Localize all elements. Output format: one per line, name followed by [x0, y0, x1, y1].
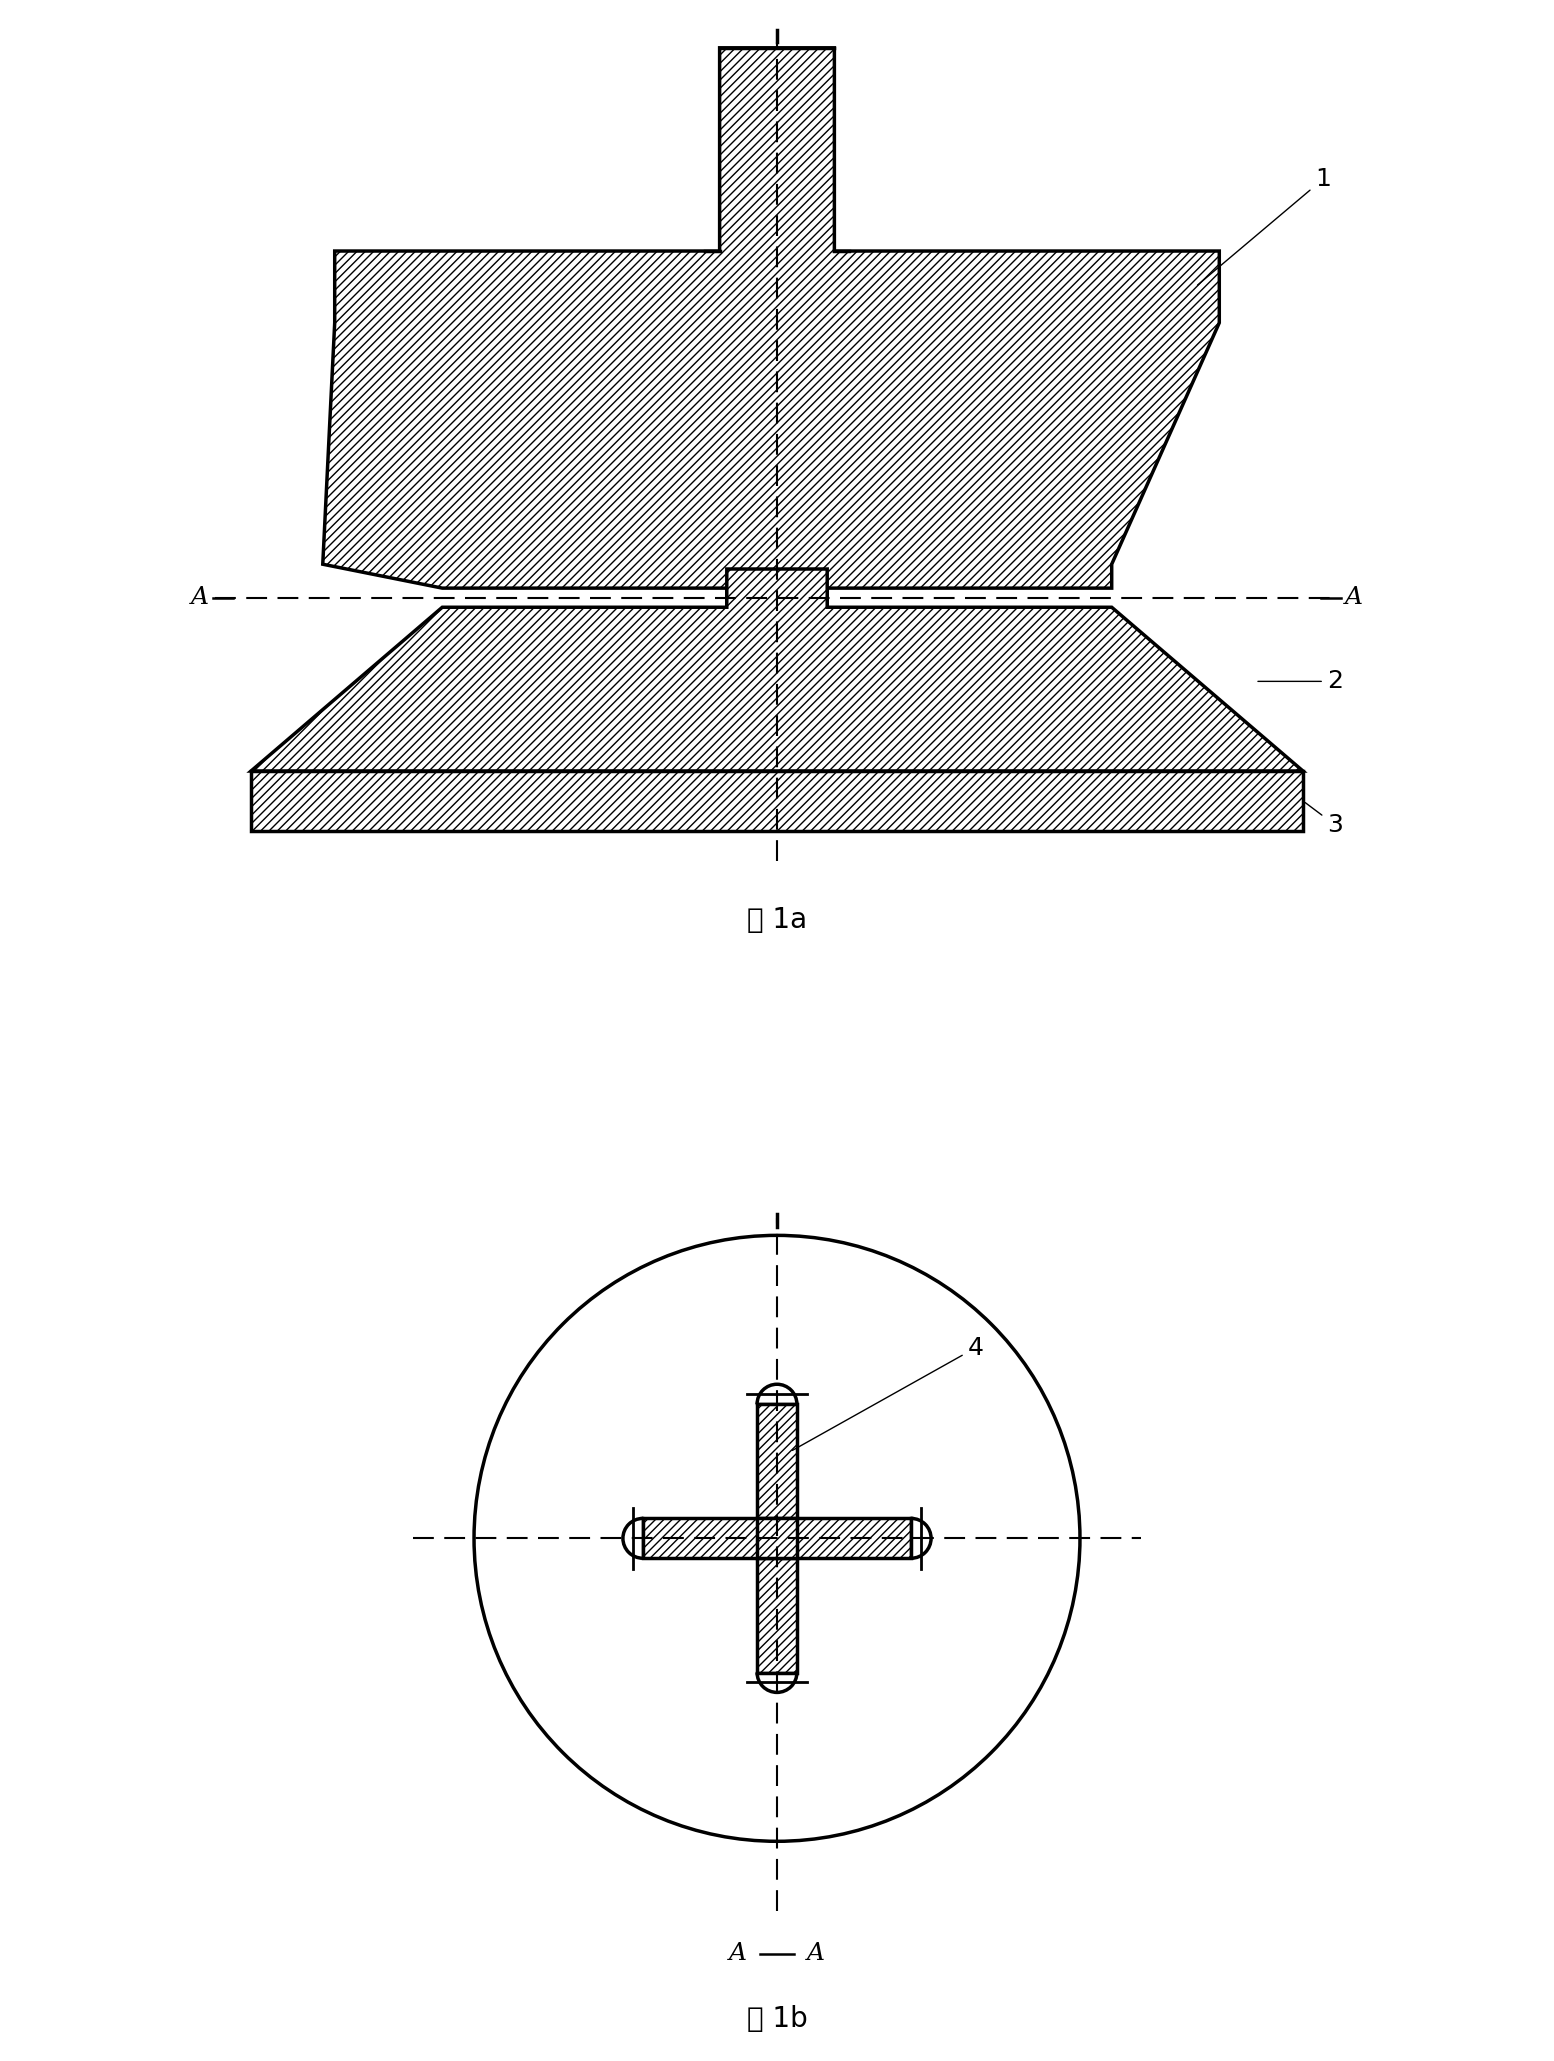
Text: 4: 4: [793, 1336, 984, 1451]
Text: A: A: [729, 1941, 747, 1966]
Polygon shape: [323, 47, 1220, 627]
Text: 3: 3: [1305, 802, 1343, 837]
Text: 图 1a: 图 1a: [747, 907, 807, 934]
Text: 1: 1: [1198, 167, 1330, 284]
Text: 2: 2: [1257, 670, 1343, 692]
Polygon shape: [643, 1519, 911, 1558]
Text: A: A: [1344, 585, 1363, 610]
Polygon shape: [757, 1519, 797, 1558]
Text: A: A: [807, 1941, 825, 1966]
Polygon shape: [252, 569, 1302, 771]
Circle shape: [474, 1235, 1080, 1840]
Text: A: A: [191, 585, 210, 610]
Polygon shape: [252, 771, 1302, 831]
Polygon shape: [757, 1404, 797, 1674]
Text: 图 1b: 图 1b: [746, 2005, 808, 2032]
